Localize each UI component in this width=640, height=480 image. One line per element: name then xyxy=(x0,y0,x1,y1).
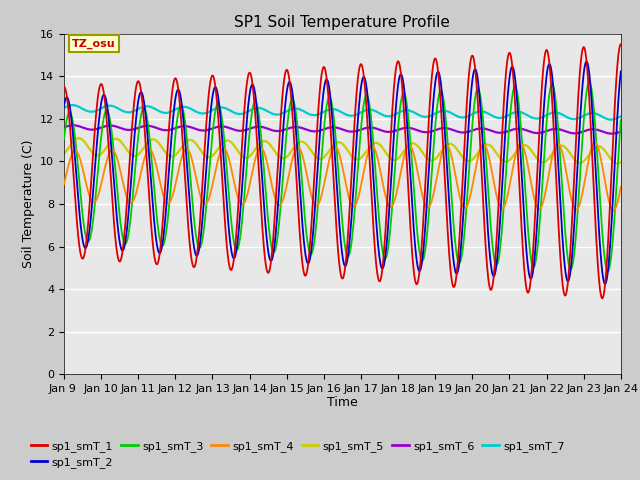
sp1_smT_4 xyxy=(397,170,404,176)
sp1_smT_2 xyxy=(397,72,404,77)
sp1_smT_2 xyxy=(617,70,625,76)
sp1_smT_7 xyxy=(617,114,625,120)
Line: sp1_smT_4: sp1_smT_4 xyxy=(64,143,621,210)
sp1_smT_4 xyxy=(564,179,572,184)
sp1_smT_3 xyxy=(216,103,223,108)
sp1_smT_3 xyxy=(617,119,625,125)
sp1_smT_5 xyxy=(180,142,188,148)
sp1_smT_2 xyxy=(216,105,223,110)
sp1_smT_1 xyxy=(564,279,572,285)
sp1_smT_7 xyxy=(216,105,223,110)
Line: sp1_smT_7: sp1_smT_7 xyxy=(64,105,621,120)
sp1_smT_6 xyxy=(69,122,77,128)
sp1_smT_1 xyxy=(406,224,414,230)
sp1_smT_5 xyxy=(75,135,83,141)
sp1_smT_7 xyxy=(617,113,625,119)
sp1_smT_6 xyxy=(564,129,572,135)
sp1_smT_6 xyxy=(406,125,414,131)
sp1_smT_4 xyxy=(617,185,625,191)
sp1_smT_4 xyxy=(609,207,617,213)
sp1_smT_2 xyxy=(617,69,625,74)
Y-axis label: Soil Temperature (C): Soil Temperature (C) xyxy=(22,140,35,268)
sp1_smT_3 xyxy=(586,79,593,85)
sp1_smT_6 xyxy=(216,124,223,130)
sp1_smT_2 xyxy=(564,278,572,284)
sp1_smT_6 xyxy=(617,129,625,134)
Line: sp1_smT_2: sp1_smT_2 xyxy=(64,61,621,284)
sp1_smT_5 xyxy=(617,159,625,165)
sp1_smT_1 xyxy=(617,41,625,47)
sp1_smT_5 xyxy=(617,159,625,165)
sp1_smT_1 xyxy=(179,148,187,154)
sp1_smT_2 xyxy=(60,103,68,108)
sp1_smT_5 xyxy=(613,161,621,167)
Line: sp1_smT_6: sp1_smT_6 xyxy=(64,125,621,133)
sp1_smT_3 xyxy=(617,117,625,123)
sp1_smT_4 xyxy=(406,143,414,149)
sp1_smT_6 xyxy=(180,123,188,129)
sp1_smT_2 xyxy=(179,116,187,121)
Line: sp1_smT_1: sp1_smT_1 xyxy=(64,44,621,299)
sp1_smT_7 xyxy=(397,109,404,115)
sp1_smT_4 xyxy=(179,150,187,156)
sp1_smT_4 xyxy=(60,181,68,187)
sp1_smT_3 xyxy=(564,256,572,262)
Legend: sp1_smT_1, sp1_smT_2, sp1_smT_3, sp1_smT_4, sp1_smT_5, sp1_smT_6, sp1_smT_7: sp1_smT_1, sp1_smT_2, sp1_smT_3, sp1_smT… xyxy=(26,436,570,472)
X-axis label: Time: Time xyxy=(327,396,358,408)
Line: sp1_smT_5: sp1_smT_5 xyxy=(64,138,621,164)
sp1_smT_5 xyxy=(60,151,68,156)
sp1_smT_7 xyxy=(60,105,68,111)
sp1_smT_6 xyxy=(60,124,68,130)
sp1_smT_1 xyxy=(216,132,223,138)
sp1_smT_3 xyxy=(406,139,414,144)
sp1_smT_2 xyxy=(601,281,609,287)
sp1_smT_7 xyxy=(564,115,572,120)
sp1_smT_1 xyxy=(397,69,404,74)
sp1_smT_6 xyxy=(617,129,625,134)
sp1_smT_1 xyxy=(60,84,68,90)
sp1_smT_4 xyxy=(216,152,223,158)
sp1_smT_5 xyxy=(564,148,572,154)
Line: sp1_smT_3: sp1_smT_3 xyxy=(64,82,621,271)
sp1_smT_7 xyxy=(406,108,414,114)
sp1_smT_7 xyxy=(68,102,76,108)
sp1_smT_1 xyxy=(617,42,625,48)
sp1_smT_1 xyxy=(598,296,606,301)
sp1_smT_6 xyxy=(397,126,404,132)
sp1_smT_5 xyxy=(406,141,414,147)
Title: SP1 Soil Temperature Profile: SP1 Soil Temperature Profile xyxy=(234,15,451,30)
sp1_smT_2 xyxy=(406,173,414,179)
sp1_smT_4 xyxy=(591,140,598,145)
Text: TZ_osu: TZ_osu xyxy=(72,39,116,49)
sp1_smT_5 xyxy=(397,153,404,158)
sp1_smT_4 xyxy=(617,184,625,190)
sp1_smT_7 xyxy=(180,104,188,109)
sp1_smT_6 xyxy=(608,131,616,136)
sp1_smT_2 xyxy=(582,59,590,64)
sp1_smT_3 xyxy=(60,136,68,142)
sp1_smT_3 xyxy=(397,101,404,107)
sp1_smT_3 xyxy=(179,108,187,114)
sp1_smT_5 xyxy=(216,144,223,149)
sp1_smT_7 xyxy=(607,117,615,122)
sp1_smT_3 xyxy=(604,268,612,274)
